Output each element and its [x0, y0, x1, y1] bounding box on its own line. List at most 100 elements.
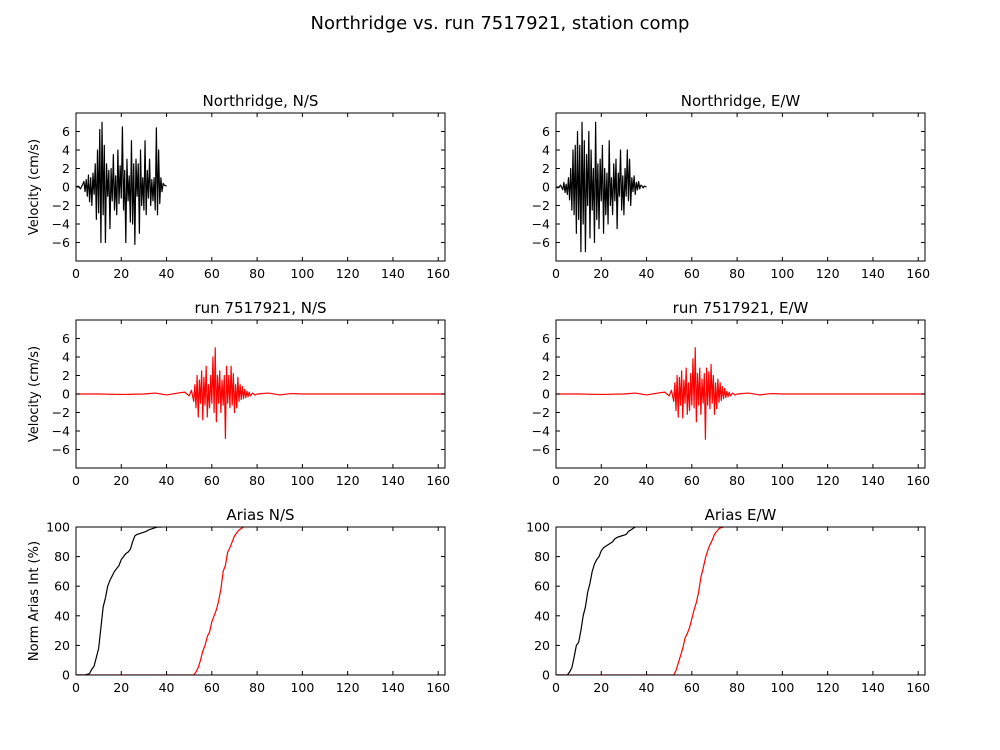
- x-tick-label: 20: [593, 680, 609, 695]
- subplot: 0 20 40 60 80 100 120 140 160 −6 −4 −2 0 2 4 6 Northridg…: [27, 92, 450, 281]
- x-tick-label: 20: [113, 266, 129, 281]
- x-tick-label: 120: [336, 266, 360, 281]
- subplot-title: Arias E/W: [705, 506, 777, 524]
- y-tick-label: −6: [52, 442, 70, 457]
- y-tick-label: 0: [62, 180, 70, 195]
- x-tick-label: 120: [816, 473, 840, 488]
- x-tick-label: 140: [381, 473, 405, 488]
- x-tick-label: 120: [336, 473, 360, 488]
- x-tick-label: 80: [249, 680, 265, 695]
- y-tick-label: 6: [542, 331, 550, 346]
- x-tick-label: 0: [72, 266, 80, 281]
- x-tick-label: 120: [816, 680, 840, 695]
- series-line: [556, 347, 925, 440]
- series-line: [76, 121, 167, 245]
- subplot: 0 20 40 60 80 100 120 140 160 −6 −4 −2 0 2 4 6 run 75179…: [27, 299, 450, 488]
- x-tick-label: 40: [639, 680, 655, 695]
- x-tick-label: 120: [816, 266, 840, 281]
- y-tick-label: 60: [54, 579, 70, 594]
- subplot-title: Northridge, E/W: [681, 92, 801, 110]
- y-tick-label: 6: [62, 124, 70, 139]
- x-tick-label: 60: [204, 473, 220, 488]
- subplot: 0 20 40 60 80 100 120 140 160 −6 −4 −2 0 2 4 6 run 75179…: [532, 299, 931, 488]
- y-tick-label: 40: [534, 608, 550, 623]
- y-tick-label: −4: [52, 217, 70, 232]
- x-tick-label: 80: [729, 680, 745, 695]
- x-tick-label: 60: [684, 680, 700, 695]
- x-tick-label: 60: [684, 473, 700, 488]
- series-line: [76, 527, 163, 675]
- series-line: [76, 347, 445, 439]
- series-line: [556, 121, 647, 253]
- y-tick-label: 100: [46, 520, 70, 535]
- x-tick-label: 100: [290, 473, 314, 488]
- x-tick-label: 160: [906, 680, 930, 695]
- y-tick-label: −2: [532, 198, 550, 213]
- y-tick-label: −2: [52, 405, 70, 420]
- x-tick-label: 140: [861, 266, 885, 281]
- figure-title: Northridge vs. run 7517921, station comp: [311, 13, 690, 34]
- y-tick-label: 6: [542, 124, 550, 139]
- x-tick-label: 40: [159, 473, 175, 488]
- y-tick-label: 4: [542, 143, 550, 158]
- y-tick-label: 2: [542, 368, 550, 383]
- y-tick-label: −2: [52, 198, 70, 213]
- x-tick-label: 100: [770, 473, 794, 488]
- y-tick-label: 0: [542, 180, 550, 195]
- y-tick-label: −2: [532, 405, 550, 420]
- subplot: 0 20 40 60 80 100 120 140 160 −6 −4 −2 0 2 4 6 Northridg…: [532, 92, 931, 281]
- x-tick-label: 0: [552, 680, 560, 695]
- x-tick-label: 40: [159, 680, 175, 695]
- y-tick-label: −4: [532, 424, 550, 439]
- x-tick-label: 20: [593, 266, 609, 281]
- y-tick-label: 4: [542, 350, 550, 365]
- y-tick-label: 0: [62, 668, 70, 683]
- subplot-grid: 0 20 40 60 80 100 120 140 160−6−4−20246Northridg…: [27, 92, 930, 695]
- subplot-title: Northridge, N/S: [203, 92, 319, 110]
- x-tick-label: 160: [906, 266, 930, 281]
- y-tick-label: 4: [62, 350, 70, 365]
- x-tick-label: 20: [593, 473, 609, 488]
- y-tick-label: −4: [532, 217, 550, 232]
- x-tick-label: 60: [204, 266, 220, 281]
- x-tick-label: 20: [113, 680, 129, 695]
- y-axis-label: Velocity (cm/s): [27, 346, 42, 442]
- x-tick-label: 80: [729, 473, 745, 488]
- x-tick-label: 140: [861, 473, 885, 488]
- y-tick-label: 80: [54, 549, 70, 564]
- series-line: [76, 527, 244, 675]
- y-axis-label: Velocity (cm/s): [27, 139, 42, 235]
- y-tick-label: 20: [54, 638, 70, 653]
- y-tick-label: 6: [62, 331, 70, 346]
- axes-frame: [555, 526, 926, 676]
- y-tick-label: −4: [52, 424, 70, 439]
- x-tick-label: 100: [290, 680, 314, 695]
- x-tick-label: 80: [249, 266, 265, 281]
- x-tick-label: 120: [336, 680, 360, 695]
- subplot-title: run 7517921, E/W: [673, 299, 809, 317]
- x-tick-label: 160: [426, 473, 450, 488]
- x-tick-label: 40: [639, 473, 655, 488]
- y-tick-label: 2: [542, 161, 550, 176]
- x-tick-label: 160: [426, 266, 450, 281]
- x-tick-label: 0: [552, 473, 560, 488]
- y-tick-label: −6: [52, 235, 70, 250]
- x-tick-label: 40: [639, 266, 655, 281]
- subplot-title: Arias N/S: [226, 506, 294, 524]
- y-tick-label: 0: [62, 387, 70, 402]
- x-tick-label: 0: [552, 266, 560, 281]
- x-tick-label: 140: [861, 680, 885, 695]
- subplot: 0 20 40 60 80 100 120 140 160 0 20 40 60 80 100 Arias N…: [27, 506, 450, 695]
- x-tick-label: 0: [72, 680, 80, 695]
- y-tick-label: 60: [534, 579, 550, 594]
- y-tick-label: 0: [542, 668, 550, 683]
- y-axis-label: Norm Arias Int (%): [27, 541, 42, 661]
- subplot-title: run 7517921, N/S: [194, 299, 326, 317]
- x-tick-label: 20: [113, 473, 129, 488]
- y-tick-label: −6: [532, 442, 550, 457]
- x-tick-label: 140: [381, 680, 405, 695]
- x-tick-label: 60: [204, 680, 220, 695]
- y-tick-label: 80: [534, 549, 550, 564]
- y-tick-label: 0: [542, 387, 550, 402]
